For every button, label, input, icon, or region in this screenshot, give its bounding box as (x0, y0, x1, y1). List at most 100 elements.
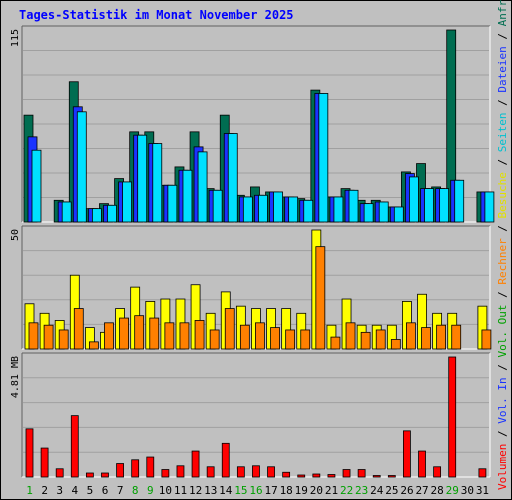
bar-volumen-day-7 (116, 463, 124, 478)
bar-seiten-day-12 (197, 151, 208, 223)
bar-seiten-day-20 (318, 93, 329, 223)
bar-seiten-day-29 (454, 179, 465, 223)
bar-seiten-day-25 (393, 206, 404, 223)
top-panel: 115 (10, 25, 495, 223)
bar-rechner-day-3 (58, 329, 69, 350)
bar-rechner-day-24 (375, 329, 386, 350)
day-label-19: 19 (295, 484, 308, 497)
bar-rechner-day-31 (481, 329, 492, 350)
day-label-6: 6 (102, 484, 109, 497)
bar-rechner-day-25 (390, 339, 401, 350)
bar-rechner-day-27 (421, 327, 431, 350)
bar-volumen-day-13 (206, 466, 215, 478)
legend-separator: / (496, 424, 509, 444)
day-label-20: 20 (310, 484, 323, 497)
bar-seiten-day-8 (137, 134, 148, 223)
day-label-23: 23 (355, 484, 368, 497)
bar-seiten-day-31 (484, 191, 495, 223)
legend-separator: / (496, 358, 509, 378)
bar-volumen-day-22 (342, 469, 351, 478)
bar-volumen-day-11 (176, 465, 185, 478)
bar-seiten-day-11 (182, 169, 193, 223)
day-label-13: 13 (204, 484, 217, 497)
bar-rechner-day-15 (239, 324, 250, 350)
bar-rechner-day-1 (28, 322, 39, 350)
legend-item-dateien: Dateien (496, 46, 509, 92)
legend-separator: / (496, 26, 509, 46)
bar-volumen-day-25 (387, 475, 396, 478)
bar-rechner-day-28 (436, 324, 447, 350)
day-label-4: 4 (72, 484, 79, 497)
legend-separator: / (496, 218, 509, 238)
legend-item-vol-in: Vol. In (496, 377, 509, 423)
bar-volumen-day-4 (70, 415, 79, 478)
bar-volumen-day-1 (25, 428, 34, 478)
bar-volumen-day-6 (101, 472, 109, 478)
bar-seiten-day-24 (378, 201, 389, 223)
bar-seiten-day-5 (91, 208, 102, 223)
legend-separator: / (496, 285, 509, 305)
bar-rechner-day-9 (149, 317, 160, 350)
bar-seiten-day-19 (303, 199, 314, 223)
bar-volumen-day-9 (146, 456, 155, 478)
day-label-30: 30 (461, 484, 474, 497)
day-label-22: 22 (340, 484, 353, 497)
legend-item-besuche: Besuche (496, 172, 509, 218)
day-label-7: 7 (117, 484, 124, 497)
bar-seiten-day-23 (363, 203, 374, 223)
bar-volumen-day-31 (478, 468, 487, 478)
bar-rechner-day-12 (194, 320, 205, 350)
day-label-5: 5 (87, 484, 94, 497)
bar-seiten-day-18 (288, 196, 299, 223)
bar-volumen-day-12 (191, 450, 200, 478)
bar-volumen-day-8 (131, 459, 140, 478)
bottom-panel: 4.81 MB (10, 352, 491, 478)
bar-volumen-day-27 (418, 450, 426, 478)
legend-item-rechner: Rechner (496, 238, 509, 285)
day-label-31: 31 (476, 484, 489, 497)
bar-seiten-day-28 (439, 188, 450, 223)
day-label-11: 11 (174, 484, 187, 497)
day-label-26: 26 (400, 484, 413, 497)
bar-seiten-day-4 (76, 111, 87, 223)
day-label-18: 18 (280, 484, 293, 497)
bar-rechner-day-29 (451, 324, 462, 350)
day-label-1: 1 (26, 484, 33, 497)
bar-rechner-day-5 (88, 341, 99, 350)
legend-separator: / (496, 93, 509, 113)
bar-rechner-day-22 (345, 322, 356, 350)
bar-volumen-day-15 (236, 466, 245, 478)
bar-volumen-day-14 (221, 442, 230, 478)
bar-volumen-day-19 (297, 474, 306, 478)
bar-volumen-day-20 (312, 473, 321, 478)
bar-seiten-day-27 (424, 188, 434, 223)
bar-seiten-day-3 (61, 201, 72, 223)
bar-volumen-day-17 (267, 466, 275, 478)
bar-seiten-day-9 (152, 143, 163, 223)
bar-volumen-day-3 (55, 468, 64, 478)
bar-rechner-day-7 (119, 317, 129, 350)
y-axis-max-label: 4.81 MB (10, 356, 21, 398)
bar-rechner-day-10 (164, 322, 175, 350)
bar-seiten-day-7 (122, 181, 132, 223)
bar-volumen-day-16 (252, 465, 260, 478)
bar-volumen-day-24 (372, 475, 381, 478)
bar-rechner-day-19 (300, 329, 311, 350)
bar-seiten-day-13 (212, 189, 223, 223)
bar-seiten-day-22 (348, 189, 359, 223)
bar-rechner-day-23 (360, 331, 371, 350)
bar-volumen-day-23 (357, 469, 366, 478)
y-axis-max-label: 50 (10, 229, 21, 241)
day-label-27: 27 (415, 484, 428, 497)
bar-rechner-day-26 (406, 322, 416, 350)
bar-volumen-day-5 (85, 472, 94, 478)
bar-seiten-day-10 (167, 184, 178, 223)
day-label-28: 28 (431, 484, 444, 497)
bar-seiten-day-26 (409, 176, 419, 223)
bar-rechner-day-17 (270, 327, 280, 350)
day-label-2: 2 (41, 484, 48, 497)
bar-rechner-day-14 (224, 308, 235, 350)
day-label-25: 25 (385, 484, 398, 497)
legend-item-vol-out: Vol. Out (496, 305, 509, 358)
